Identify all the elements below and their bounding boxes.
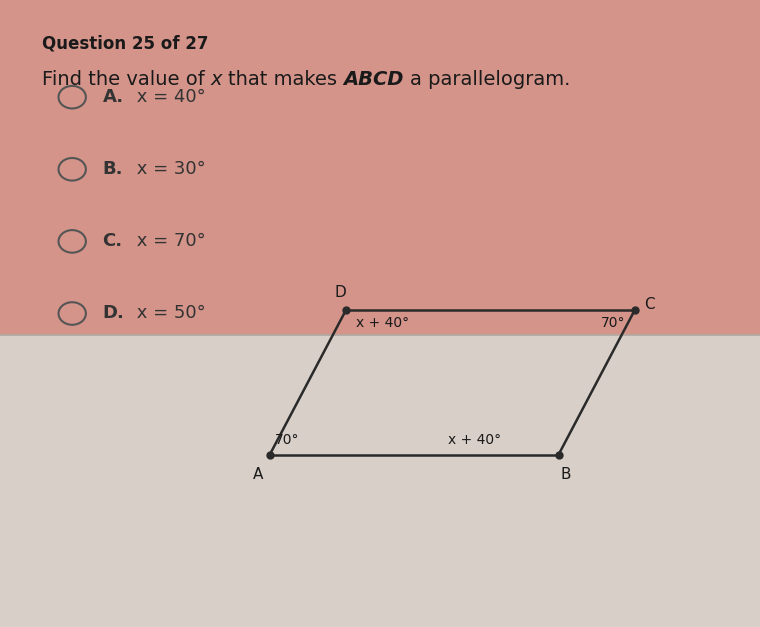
Text: C.: C. [103,233,122,250]
Text: 70°: 70° [600,316,625,330]
Bar [0,0,760,335]
Bar [0,335,760,627]
Text: x = 50°: x = 50° [131,305,206,322]
Text: 70°: 70° [275,433,299,447]
Text: A.: A. [103,88,124,106]
Text: x + 40°: x + 40° [356,316,409,330]
Text: x = 40°: x = 40° [131,88,206,106]
Text: x = 30°: x = 30° [131,161,206,178]
Text: D: D [334,285,347,300]
Text: x + 40°: x + 40° [448,433,502,447]
Text: that makes: that makes [229,70,344,89]
Text: Question 25 of 27: Question 25 of 27 [42,34,208,53]
Text: A: A [253,467,264,482]
Text: B.: B. [103,161,123,178]
Text: x: x [211,70,222,89]
Text: Find the value of: Find the value of [42,70,211,89]
Text: a parallelogram.: a parallelogram. [410,70,571,89]
Text: ABCD: ABCD [344,70,404,89]
Text: D.: D. [103,305,125,322]
Text: B: B [561,467,572,482]
Text: C: C [644,297,655,312]
Text: x = 70°: x = 70° [131,233,206,250]
